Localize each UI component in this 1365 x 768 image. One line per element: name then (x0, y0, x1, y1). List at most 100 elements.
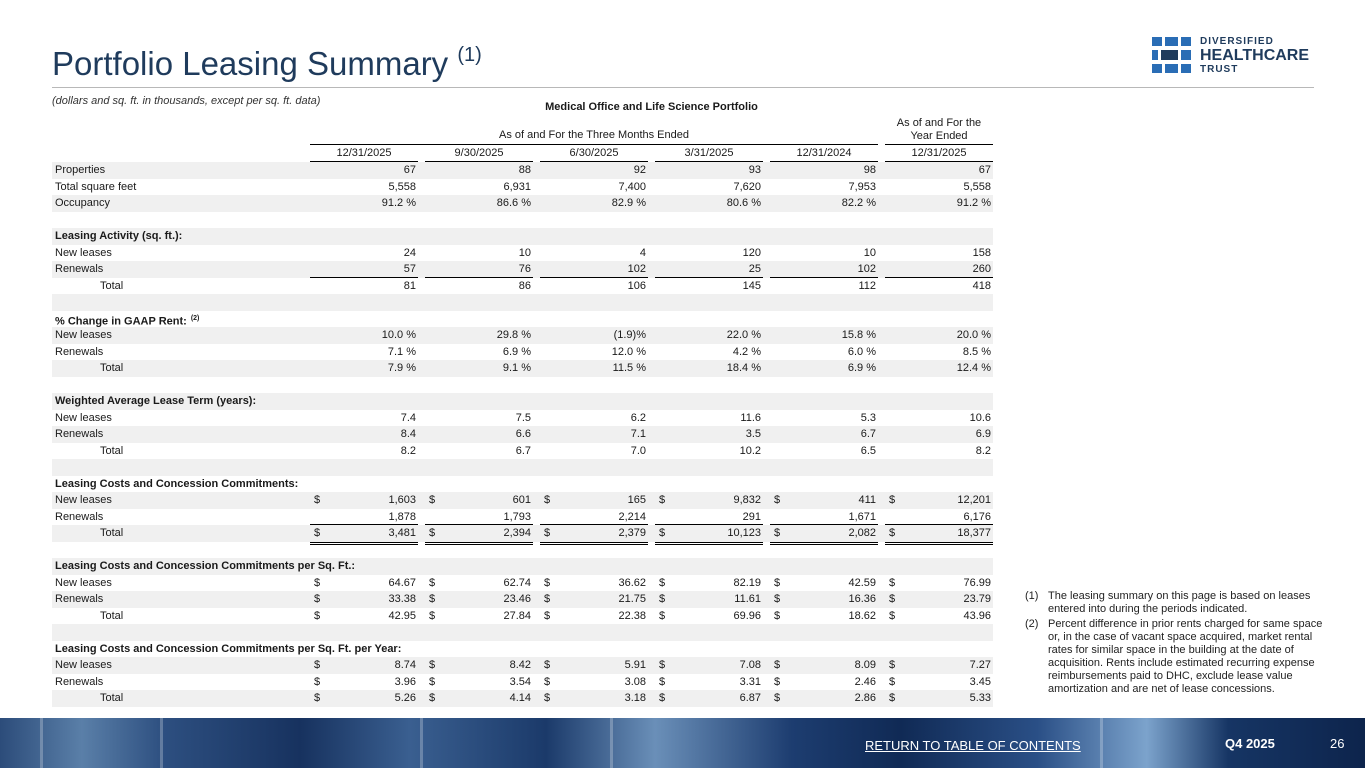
value: 2,214 (618, 510, 646, 523)
value-cell: 5,558 (885, 179, 993, 196)
value-cell: $69.96 (655, 608, 763, 625)
value-cell: $2.86 (770, 690, 878, 707)
value: 8.42 (509, 659, 531, 671)
row-label: New leases (55, 494, 112, 506)
value: 43.96 (963, 609, 991, 622)
value-cell: 80.6 % (655, 195, 763, 212)
value-cell: $8.74 (310, 657, 418, 674)
footer-bar (0, 718, 1365, 768)
value: 6.87 (739, 692, 761, 704)
title-text: Portfolio Leasing Summary (52, 45, 449, 82)
value-cell: 91.2 % (310, 195, 418, 212)
currency-symbol: $ (429, 692, 436, 704)
logo-text: DIVERSIFIED (1200, 36, 1274, 47)
currency-symbol: $ (544, 692, 551, 704)
value-cell: $8.09 (770, 657, 878, 674)
value: 8.09 (854, 659, 876, 671)
value-cell: 15.8 % (770, 327, 878, 344)
value-cell: $2,379 (540, 524, 648, 545)
value: 23.46 (503, 593, 531, 605)
row-band (52, 294, 993, 311)
currency-symbol: $ (774, 576, 781, 589)
currency-symbol: $ (659, 494, 666, 506)
toc-link[interactable]: RETURN TO TABLE OF CONTENTS (865, 738, 1081, 753)
row-band (52, 558, 993, 575)
value: 7,620 (733, 180, 761, 193)
column-header: 12/31/2025 (911, 147, 967, 159)
value-cell: 7.1 % (310, 344, 418, 361)
value: 76.99 (963, 576, 991, 589)
value-cell: $16.36 (770, 591, 878, 608)
value: 12.0 % (611, 345, 646, 358)
row-label: Renewals (55, 675, 104, 688)
value: 16.36 (848, 593, 876, 605)
stripe (610, 718, 613, 768)
row-label: Total (100, 362, 124, 374)
value-cell: 10 (770, 245, 878, 262)
value: 11.5 % (612, 362, 646, 374)
value-cell: 86.6 % (425, 195, 533, 212)
value-cell: 6.9 % (770, 360, 878, 377)
logo-square (1152, 50, 1158, 60)
row-label: Total (100, 444, 124, 457)
value-cell: $12,201 (885, 492, 993, 509)
value: 82.19 (733, 576, 761, 589)
value-cell: 76 (425, 261, 533, 278)
value: 120 (742, 246, 761, 259)
header-rule (425, 161, 533, 162)
value-cell: 10 (425, 245, 533, 262)
value-cell: 7.1 (540, 426, 648, 443)
value: 158 (972, 246, 991, 259)
value-cell: 6,931 (425, 179, 533, 196)
value: 57 (403, 263, 416, 275)
value: 82.9 % (611, 197, 646, 209)
value-cell: 88 (425, 162, 533, 179)
value-cell: 24 (310, 245, 418, 262)
value: 291 (742, 510, 761, 523)
row-band (52, 393, 993, 410)
footnote-mark: (1) (1025, 590, 1039, 602)
row-label: Total square feet (55, 180, 137, 193)
section-heading: Weighted Average Lease Term (years): (55, 395, 257, 407)
section-heading: Leasing Costs and Concession Commitments… (55, 642, 402, 655)
value: 3.45 (969, 675, 991, 688)
currency-symbol: $ (889, 609, 896, 622)
footnote: (1) The leasing summary on this page is b… (1025, 590, 1335, 616)
value-cell: $5.91 (540, 657, 648, 674)
row-label: Occupancy (55, 197, 111, 209)
value: 12,201 (957, 494, 991, 506)
column-header: 6/30/2025 (569, 147, 619, 159)
value-cell: 8.5 % (885, 344, 993, 361)
currency-symbol: $ (659, 692, 666, 704)
logo-square (1152, 64, 1162, 73)
value-cell: $18.62 (770, 608, 878, 625)
value: 10 (518, 246, 531, 259)
heading-note: (2) (190, 314, 200, 322)
logo-square (1181, 50, 1191, 60)
value-cell: 158 (885, 245, 993, 262)
currency-symbol: $ (544, 593, 551, 605)
value: 42.59 (848, 576, 876, 589)
value-cell: 91.2 % (885, 195, 993, 212)
stripe (160, 718, 163, 768)
header-rule (310, 144, 878, 145)
value: 18,377 (957, 527, 991, 539)
value: 7.1 % (387, 345, 416, 358)
value: 5,558 (963, 180, 991, 193)
value: 7.4 (400, 411, 416, 424)
value: 8.4 (400, 428, 416, 440)
value: 80.6 % (726, 197, 761, 209)
value-cell: 7,620 (655, 179, 763, 196)
value-cell: $27.84 (425, 608, 533, 625)
row-band (52, 426, 993, 443)
value-cell: 67 (885, 162, 993, 179)
stripe (1100, 718, 1103, 768)
value: 6.7 (860, 428, 876, 440)
value-cell: (1.9)% (540, 327, 648, 344)
value: 260 (972, 263, 991, 275)
value: 1,878 (388, 510, 416, 523)
value-cell: 57 (310, 261, 418, 278)
value-cell: 1,793 (425, 509, 533, 526)
leasing-table: Medical Office and Life Science Portfoli… (52, 0, 993, 720)
value: 8.5 % (962, 345, 991, 358)
